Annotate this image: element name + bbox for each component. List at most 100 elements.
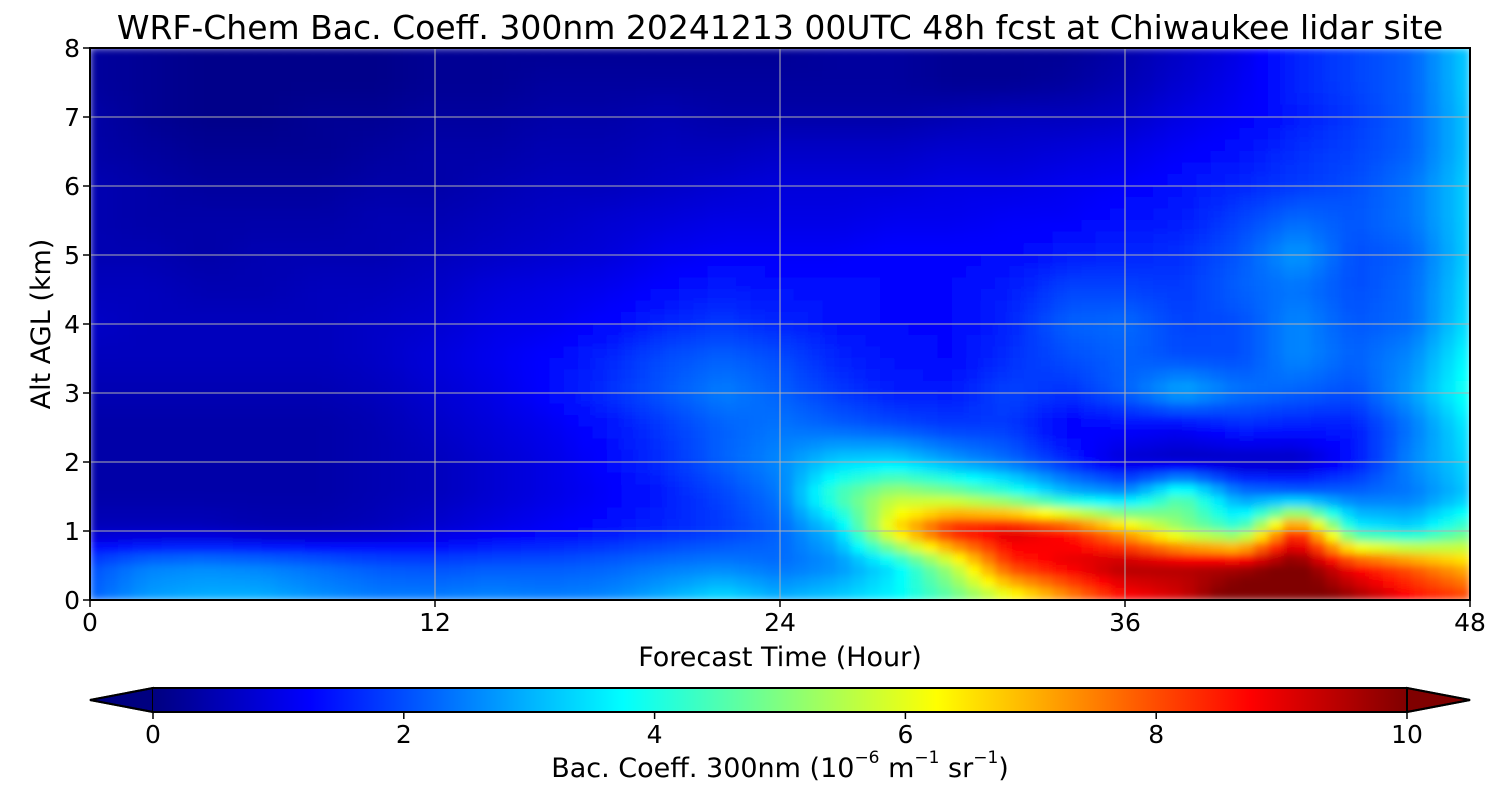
heatmap-cell bbox=[218, 518, 235, 532]
heatmap-cell bbox=[592, 380, 609, 394]
heatmap-cell bbox=[765, 139, 781, 153]
heatmap-cell bbox=[966, 415, 982, 429]
heatmap-cell bbox=[750, 231, 767, 245]
heatmap-cell bbox=[1455, 484, 1470, 498]
heatmap-cell bbox=[736, 127, 752, 141]
heatmap-cell bbox=[664, 323, 680, 337]
heatmap-cell bbox=[175, 392, 192, 406]
heatmap-cell bbox=[1397, 58, 1414, 72]
heatmap-cell bbox=[894, 300, 910, 314]
heatmap-cell bbox=[592, 81, 609, 95]
heatmap-cell bbox=[808, 311, 824, 325]
heatmap-cell bbox=[1354, 472, 1370, 486]
heatmap-cell bbox=[1397, 415, 1414, 429]
heatmap-cell bbox=[1253, 150, 1270, 164]
heatmap-cell bbox=[190, 265, 206, 279]
heatmap-cell bbox=[995, 392, 1011, 406]
heatmap-cell bbox=[391, 48, 407, 61]
heatmap-cell bbox=[218, 70, 235, 84]
heatmap-cell bbox=[190, 288, 206, 302]
heatmap-cell bbox=[333, 380, 350, 394]
heatmap-cell bbox=[721, 93, 738, 107]
heatmap-cell bbox=[563, 150, 580, 164]
heatmap-cell bbox=[1225, 265, 1241, 279]
heatmap-cell bbox=[894, 472, 910, 486]
heatmap-cell bbox=[865, 323, 882, 337]
heatmap-cell bbox=[506, 587, 522, 600]
heatmap-cell bbox=[951, 495, 968, 509]
heatmap-cell bbox=[520, 530, 537, 544]
heatmap-cell bbox=[333, 553, 350, 567]
heatmap-cell bbox=[606, 530, 623, 544]
heatmap-cell bbox=[664, 81, 680, 95]
heatmap-cell bbox=[1210, 346, 1227, 360]
heatmap-cell bbox=[305, 70, 321, 84]
heatmap-cell bbox=[1426, 495, 1442, 509]
heatmap-cell bbox=[750, 530, 767, 544]
heatmap-cell bbox=[650, 162, 666, 176]
heatmap-cell bbox=[348, 564, 364, 578]
heatmap-cell bbox=[362, 104, 379, 118]
heatmap-cell bbox=[793, 93, 810, 107]
heatmap-cell bbox=[750, 242, 767, 256]
heatmap-cell bbox=[750, 58, 767, 72]
heatmap-cell bbox=[463, 127, 479, 141]
heatmap-cell bbox=[822, 196, 839, 210]
heatmap-cell bbox=[894, 495, 910, 509]
heatmap-cell bbox=[1325, 323, 1342, 337]
heatmap-cell bbox=[1110, 173, 1126, 187]
heatmap-cell bbox=[606, 277, 623, 291]
heatmap-cell bbox=[894, 346, 910, 360]
heatmap-cell bbox=[103, 254, 120, 268]
heatmap-cell bbox=[549, 403, 565, 417]
heatmap-cell bbox=[1081, 461, 1097, 475]
heatmap-cell bbox=[880, 116, 896, 130]
heatmap-cell bbox=[520, 70, 537, 84]
heatmap-cell bbox=[434, 507, 450, 521]
heatmap-cell bbox=[822, 334, 839, 348]
heatmap-cell bbox=[1455, 58, 1470, 72]
heatmap-cell bbox=[1009, 300, 1025, 314]
heatmap-cell bbox=[650, 392, 666, 406]
heatmap-cell bbox=[175, 196, 192, 210]
heatmap-cell bbox=[1210, 461, 1227, 475]
heatmap-cell bbox=[1455, 208, 1470, 222]
heatmap-cell bbox=[103, 93, 120, 107]
heatmap-cell bbox=[765, 300, 781, 314]
heatmap-cell bbox=[937, 438, 954, 452]
heatmap-cell bbox=[319, 104, 335, 118]
heatmap-cell bbox=[822, 242, 839, 256]
heatmap-cell bbox=[1383, 277, 1399, 291]
heatmap-cell bbox=[880, 484, 896, 498]
heatmap-cell bbox=[1282, 231, 1299, 245]
heatmap-cell bbox=[1411, 323, 1428, 337]
heatmap-cell bbox=[966, 472, 982, 486]
heatmap-cell bbox=[1167, 127, 1184, 141]
heatmap-cell bbox=[434, 484, 450, 498]
heatmap-cell bbox=[535, 70, 551, 84]
heatmap-cell bbox=[90, 553, 105, 567]
heatmap-cell bbox=[750, 495, 767, 509]
heatmap-cell bbox=[1426, 346, 1442, 360]
heatmap-cell bbox=[951, 403, 968, 417]
heatmap-cell bbox=[836, 346, 853, 360]
heatmap-cell bbox=[951, 196, 968, 210]
heatmap-cell bbox=[1268, 196, 1284, 210]
heatmap-cell bbox=[161, 58, 177, 72]
heatmap-cell bbox=[1181, 127, 1198, 141]
heatmap-cell bbox=[1124, 58, 1140, 72]
heatmap-cell bbox=[865, 70, 882, 84]
heatmap-cell bbox=[721, 403, 738, 417]
heatmap-cell bbox=[765, 48, 781, 61]
heatmap-cell bbox=[362, 219, 379, 233]
heatmap-cell bbox=[1253, 403, 1270, 417]
heatmap-cell bbox=[204, 507, 220, 521]
heatmap-cell bbox=[1167, 311, 1184, 325]
heatmap-cell bbox=[161, 564, 177, 578]
heatmap-cell bbox=[420, 311, 436, 325]
heatmap-cell bbox=[1455, 139, 1470, 153]
heatmap-cell bbox=[1225, 300, 1241, 314]
heatmap-cell bbox=[118, 70, 134, 84]
heatmap-cell bbox=[1181, 254, 1198, 268]
heatmap-cell bbox=[1397, 219, 1414, 233]
